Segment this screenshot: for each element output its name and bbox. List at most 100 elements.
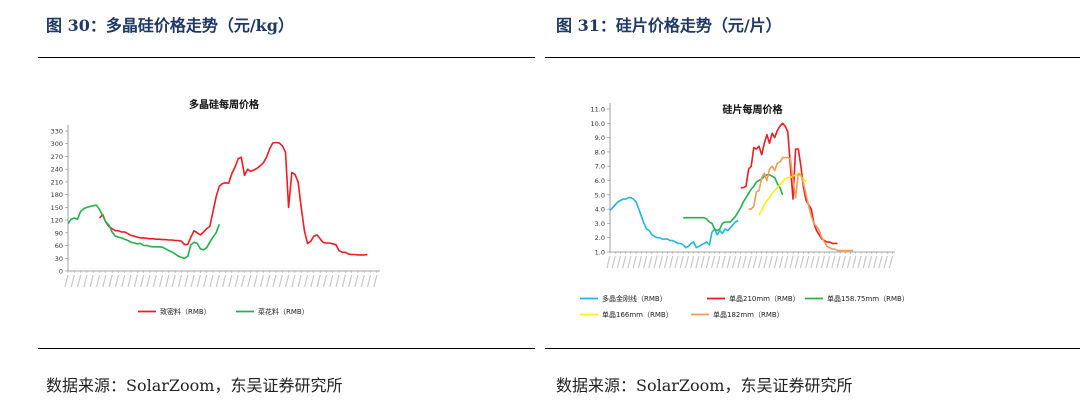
x-tick-label-mark	[742, 255, 747, 269]
y-tick-label: 11.0	[591, 106, 605, 114]
figure-30-caption: 图 30：多晶硅价格走势（元/kg）	[46, 16, 294, 35]
x-tick-label-mark	[303, 274, 309, 288]
y-tick-label: 330	[51, 128, 63, 136]
caption-rule	[545, 57, 1080, 58]
x-tick-label-mark	[616, 255, 622, 269]
x-tick-label-mark	[778, 255, 784, 269]
x-tick-label-mark	[89, 274, 94, 288]
x-tick-label-mark	[690, 255, 695, 269]
x-tick-label-mark	[165, 274, 170, 288]
y-tick-label: 0	[59, 268, 63, 276]
legend-label-0: 致密料（RMB）	[160, 307, 211, 316]
x-tick-label-mark	[272, 274, 277, 288]
x-tick-label-mark	[228, 274, 233, 288]
x-tick-label-mark	[747, 255, 752, 269]
x-tick-label-mark	[203, 274, 208, 288]
x-tick-label-mark	[611, 255, 616, 269]
figure-31-caption: 图 31：硅片价格走势（元/片）	[556, 16, 782, 35]
x-tick-label-mark	[285, 274, 290, 288]
x-tick-label-mark	[209, 274, 214, 288]
x-tick-label-mark	[836, 255, 841, 269]
x-tick-label-mark	[758, 255, 763, 269]
x-tick-label-mark	[768, 255, 773, 269]
x-tick-label-mark	[253, 274, 258, 288]
y-tick-label: 210	[51, 178, 63, 186]
x-tick-label-mark	[171, 274, 176, 288]
figure-30: 图 30：多晶硅价格走势（元/kg） 多晶硅每周价格 0 30 60 90 120 150 1…	[38, 16, 535, 395]
x-tick-label-mark	[695, 255, 700, 269]
y-tick-label: 90	[55, 229, 63, 237]
y-tick-label: 270	[51, 153, 63, 161]
x-tick-label-mark	[815, 255, 820, 269]
y-tick-label: 30	[55, 255, 63, 263]
x-tick-label-mark	[196, 274, 201, 288]
series-line-0	[98, 141, 368, 256]
y-tick-label: 300	[51, 140, 63, 148]
x-tick-label-mark	[366, 274, 372, 288]
x-tick-label-mark	[108, 274, 113, 288]
x-tick-label-mark	[705, 255, 710, 269]
y-tick-label: 5.0	[595, 191, 605, 199]
y-tick-label: 4.0	[595, 206, 605, 214]
y-tick-label: 9.0	[595, 134, 605, 142]
x-tick-label-mark	[679, 255, 684, 269]
y-tick-label: 60	[55, 242, 63, 250]
chart-title: 多晶硅每周价格	[189, 98, 260, 111]
x-tick-label-mark	[146, 274, 151, 288]
legend-label-1: 菜花料（RMB）	[258, 307, 309, 316]
polysilicon-price-chart: 多晶硅每周价格 0 30 60 90 120 150 180 210 240 270 300 330 致密…	[51, 98, 386, 316]
x-tick-label-mark	[329, 274, 334, 288]
y-tick-label: 150	[51, 204, 63, 212]
legend-label-0: 多晶金刚线（RMB）	[602, 294, 667, 303]
x-tick-label-mark	[127, 274, 132, 288]
series-line-2	[683, 174, 784, 232]
chart-title: 硅片每周价格	[723, 103, 784, 116]
x-tick-label-mark	[140, 274, 145, 288]
x-tick-label-mark	[784, 255, 789, 269]
x-tick-label-mark	[831, 255, 836, 269]
x-tick-label-mark	[648, 255, 653, 269]
x-tick-label-mark	[121, 274, 126, 288]
x-tick-label-mark	[643, 255, 648, 269]
x-tick-label-mark	[64, 274, 69, 288]
x-tick-label-mark	[805, 255, 810, 269]
x-tick-label-mark	[841, 255, 846, 269]
y-tick-label: 8.0	[595, 148, 605, 156]
y-tick-label: 10.0	[591, 120, 605, 128]
x-tick-label-mark	[215, 274, 220, 288]
x-tick-label-mark	[878, 255, 883, 269]
x-tick-label-mark	[867, 255, 873, 269]
x-tick-label-mark	[721, 255, 726, 269]
x-tick-label-mark	[826, 255, 831, 269]
series-line-1	[67, 204, 221, 260]
x-tick-label-mark	[291, 274, 296, 288]
x-tick-label-mark	[322, 274, 328, 288]
x-tick-label-mark	[653, 255, 658, 269]
source-rule	[545, 348, 1080, 349]
x-tick-label-mark	[266, 274, 271, 288]
figure-31: 图 31：硅片价格走势（元/片） 硅片每周价格 1.0 2.0 3.0 4.0 5.0 6.…	[545, 0, 1080, 408]
y-tick-label: 3.0	[595, 220, 605, 228]
x-tick-label-mark	[341, 274, 346, 288]
x-tick-label-mark	[862, 255, 867, 269]
x-tick-label-mark	[737, 255, 742, 269]
x-tick-label-mark	[799, 255, 805, 269]
x-tick-label-mark	[373, 274, 378, 288]
x-tick-label-mark	[152, 274, 157, 288]
x-tick-label-mark	[888, 255, 893, 269]
x-tick-label-mark	[637, 255, 642, 269]
x-tick-label-mark	[663, 255, 669, 269]
x-tick-label-mark	[133, 274, 138, 288]
x-tick-label-mark	[684, 255, 690, 269]
x-tick-label-mark	[177, 274, 183, 288]
x-tick-label-mark	[622, 255, 627, 269]
x-tick-label-mark	[794, 255, 799, 269]
series-line-0	[609, 196, 739, 249]
source-rule	[38, 348, 535, 349]
x-tick-label-mark	[700, 255, 705, 269]
plot-area	[68, 119, 386, 271]
legend-label-2: 单晶158.75mm（RMB）	[827, 294, 909, 303]
x-tick-label-mark	[731, 255, 737, 269]
x-tick-label-mark	[190, 274, 195, 288]
x-tick-label-mark	[259, 274, 264, 288]
